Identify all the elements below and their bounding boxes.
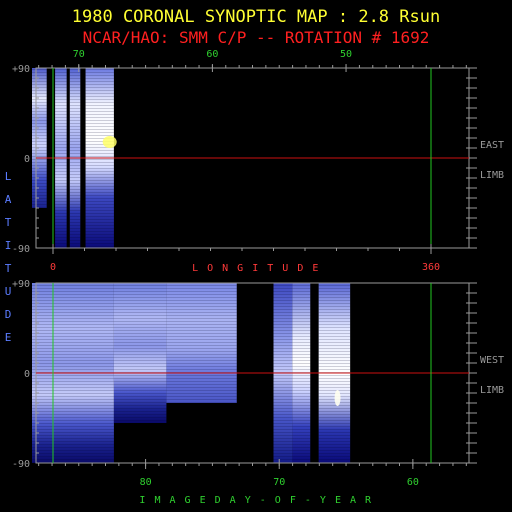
latitude-letter: A	[5, 193, 12, 206]
latitude-tick-label: 0	[24, 369, 30, 380]
limb-label: WEST	[480, 355, 504, 366]
east-limb-panel: +90 0 -90 EAST LIMB 70 60 50 0 360	[12, 49, 504, 273]
limb-label: EAST	[480, 140, 504, 151]
latitude-letter: U	[5, 285, 12, 298]
latitude-letter: T	[5, 262, 12, 275]
latitude-tick-label: -90	[12, 459, 30, 470]
latitude-letter: T	[5, 216, 12, 229]
bright-feature	[334, 390, 341, 406]
latitude-letter: I	[5, 239, 12, 252]
bottom-day-tick-label: 70	[273, 477, 285, 488]
latitude-letter: L	[5, 170, 12, 183]
chart-subtitle: NCAR/HAO: SMM C/P -- ROTATION # 1692	[83, 28, 430, 47]
longitude-tick-label: 0	[50, 262, 56, 273]
limb-label: LIMB	[480, 170, 504, 181]
longitude-axis-label: L O N G I T U D E	[192, 263, 320, 274]
top-day-tick-label: 50	[340, 49, 352, 60]
chart-title: 1980 CORONAL SYNOPTIC MAP : 2.8 Rsun	[72, 7, 440, 27]
latitude-letter: D	[5, 308, 12, 321]
longitude-axis-text: L O N G I T U D E	[192, 263, 320, 274]
latitude-tick-label: +90	[12, 279, 30, 290]
latitude-tick-label: +90	[12, 64, 30, 75]
top-day-tick-label: 70	[73, 49, 85, 60]
latitude-tick-label: 0	[24, 154, 30, 165]
bright-feature	[102, 136, 117, 148]
west-limb-panel: +90 0 -90 WEST LIMB 80 70 60	[12, 279, 504, 488]
day-of-year-axis-label: I M A G E D A Y - O F - Y E A R	[139, 495, 372, 506]
latitude-letter: E	[5, 331, 12, 344]
limb-label: LIMB	[480, 385, 504, 396]
latitude-tick-label: -90	[12, 244, 30, 255]
bottom-day-tick-label: 60	[407, 477, 419, 488]
day-axis-text: I M A G E D A Y - O F - Y E A R	[139, 495, 372, 506]
bottom-day-tick-label: 80	[140, 477, 152, 488]
top-day-tick-label: 60	[206, 49, 218, 60]
longitude-tick-label: 360	[422, 262, 440, 273]
